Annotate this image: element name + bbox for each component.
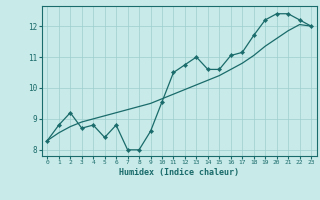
- X-axis label: Humidex (Indice chaleur): Humidex (Indice chaleur): [119, 168, 239, 177]
